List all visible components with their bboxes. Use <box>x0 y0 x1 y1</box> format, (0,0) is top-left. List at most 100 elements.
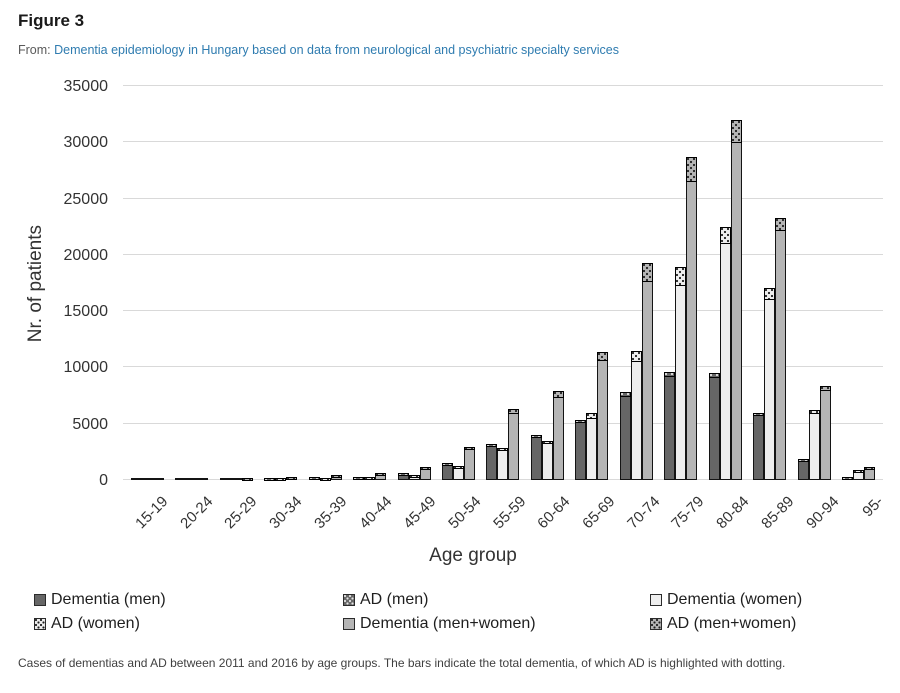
bar-women-40-44 <box>364 477 376 481</box>
x-tick-label: 20-24 <box>176 493 217 533</box>
ad-cap-men-85-89 <box>753 413 765 417</box>
ad-cap-total-45-49 <box>419 467 431 471</box>
bar-women-25-29 <box>230 478 242 480</box>
chart-legend: Dementia (men) AD (men) Dementia (women) AD… <box>34 591 900 633</box>
ad-cap-men-80-84 <box>708 373 720 378</box>
bar-total-90-94 <box>819 386 831 480</box>
bar-men-20-24 <box>175 478 187 480</box>
x-cell: 40-44 <box>347 481 395 543</box>
bar-women-55-59 <box>497 447 509 480</box>
ad-cap-men-65-69 <box>575 419 587 424</box>
x-cell: 20-24 <box>168 481 217 543</box>
legend-item: Dementia (men) <box>34 591 343 609</box>
ad-cap-women-85-89 <box>764 287 776 300</box>
x-cell: 25-29 <box>212 481 261 543</box>
bar-men-80-84 <box>708 373 720 480</box>
bar-women-30-34 <box>275 478 287 481</box>
x-cell: 15-19 <box>123 481 171 543</box>
y-tick-label: 5000 <box>72 415 108 433</box>
bar-group-80-84 <box>703 119 747 480</box>
legend-label: Dementia (men+women) <box>360 615 536 632</box>
bar-men-85-89 <box>753 413 765 480</box>
bar-group-70-74 <box>614 262 658 480</box>
ad-cap-total-30-34 <box>286 476 298 480</box>
legend-swatch-women <box>650 594 662 606</box>
bar-group-55-59 <box>481 409 525 480</box>
x-tick-label: 30-34 <box>266 493 306 533</box>
bar-group-65-69 <box>570 351 614 480</box>
x-tick-label: 75-79 <box>668 493 708 533</box>
bar-group-20-24 <box>169 478 213 480</box>
legend-label: Dementia (women) <box>667 591 803 608</box>
source-link[interactable]: Dementia epidemiology in Hungary based o… <box>54 43 620 57</box>
x-tick-label: 80-84 <box>713 493 753 533</box>
bar-women-70-74 <box>630 351 642 480</box>
x-tick-label: 40-44 <box>355 493 395 533</box>
gridline <box>123 366 883 368</box>
x-tick-label: 65-69 <box>579 493 619 533</box>
bar-women-65-69 <box>586 413 598 480</box>
x-axis-labels: 15-19 20-24 25-29 30-34 35-39 40-44 45-49 50-54… <box>123 481 886 543</box>
ad-cap-total-25-29 <box>241 477 253 481</box>
figure-title: Figure 3 <box>18 11 85 30</box>
bar-women-45-49 <box>408 474 420 480</box>
from-label: From: <box>18 43 51 57</box>
legend-swatch-total-dotted <box>650 618 662 630</box>
ad-cap-men-50-54 <box>442 463 454 467</box>
gridline <box>123 310 883 312</box>
x-cell: 55-59 <box>481 481 530 543</box>
ad-cap-total-75-79 <box>686 156 698 183</box>
figure-caption: Cases of dementias and AD between 2011 a… <box>18 656 786 670</box>
ad-cap-women-60-64 <box>541 440 553 445</box>
bar-group-40-44 <box>347 473 391 481</box>
ad-cap-total-80-84 <box>730 119 742 144</box>
x-cell: 60-64 <box>525 481 574 543</box>
ad-cap-women-65-69 <box>586 413 598 419</box>
ad-cap-women-45-49 <box>408 474 420 478</box>
bar-group-15-19 <box>125 478 169 480</box>
bar-total-70-74 <box>641 262 653 480</box>
bar-group-95- <box>837 467 881 480</box>
bar-women-60-64 <box>541 440 553 480</box>
ad-cap-total-35-39 <box>330 474 342 478</box>
ad-cap-men-35-39 <box>308 477 320 481</box>
bar-men-70-74 <box>619 392 631 480</box>
ad-cap-total-85-89 <box>775 217 787 232</box>
y-axis-ticks: 0 5000 10000 15000 20000 25000 30000 35000 <box>18 78 116 489</box>
bar-men-15-19 <box>130 478 142 480</box>
y-axis-title-wrap: Nr. of patients <box>23 87 49 481</box>
bar-women-90-94 <box>808 410 820 480</box>
bar-women-80-84 <box>719 226 731 480</box>
legend-label: AD (men) <box>360 591 429 608</box>
ad-cap-men-40-44 <box>353 476 365 480</box>
y-tick-label: 0 <box>99 472 108 489</box>
bar-total-65-69 <box>597 351 609 480</box>
bar-group-75-79 <box>659 156 703 480</box>
legend-label: Dementia (men) <box>51 591 166 608</box>
plot-area: 0 5000 10000 15000 20000 25000 30000 35000 Nr. … <box>25 78 883 489</box>
bar-men-25-29 <box>219 478 231 480</box>
gridline <box>123 197 883 199</box>
ad-cap-women-90-94 <box>808 410 820 415</box>
x-cell: 35-39 <box>302 481 350 543</box>
gridline <box>123 253 883 255</box>
ad-cap-women-50-54 <box>453 465 465 469</box>
ad-cap-total-50-54 <box>464 446 476 450</box>
ad-cap-total-65-69 <box>597 351 609 362</box>
bar-men-45-49 <box>397 473 409 480</box>
x-tick-label: 60-64 <box>534 493 574 533</box>
ad-cap-total-90-94 <box>819 386 831 392</box>
x-tick-label: 55-59 <box>489 493 530 533</box>
bar-group-35-39 <box>303 474 347 481</box>
x-cell: 50-54 <box>436 481 484 543</box>
bar-total-20-24 <box>197 478 209 480</box>
bar-total-35-39 <box>330 474 342 480</box>
bar-total-55-59 <box>508 409 520 480</box>
gridline <box>123 141 883 143</box>
bar-group-45-49 <box>392 467 436 480</box>
bar-men-55-59 <box>486 443 498 480</box>
bar-total-60-64 <box>552 391 564 480</box>
ad-cap-men-45-49 <box>397 473 409 477</box>
bar-men-65-69 <box>575 419 587 480</box>
bar-men-75-79 <box>664 371 676 480</box>
